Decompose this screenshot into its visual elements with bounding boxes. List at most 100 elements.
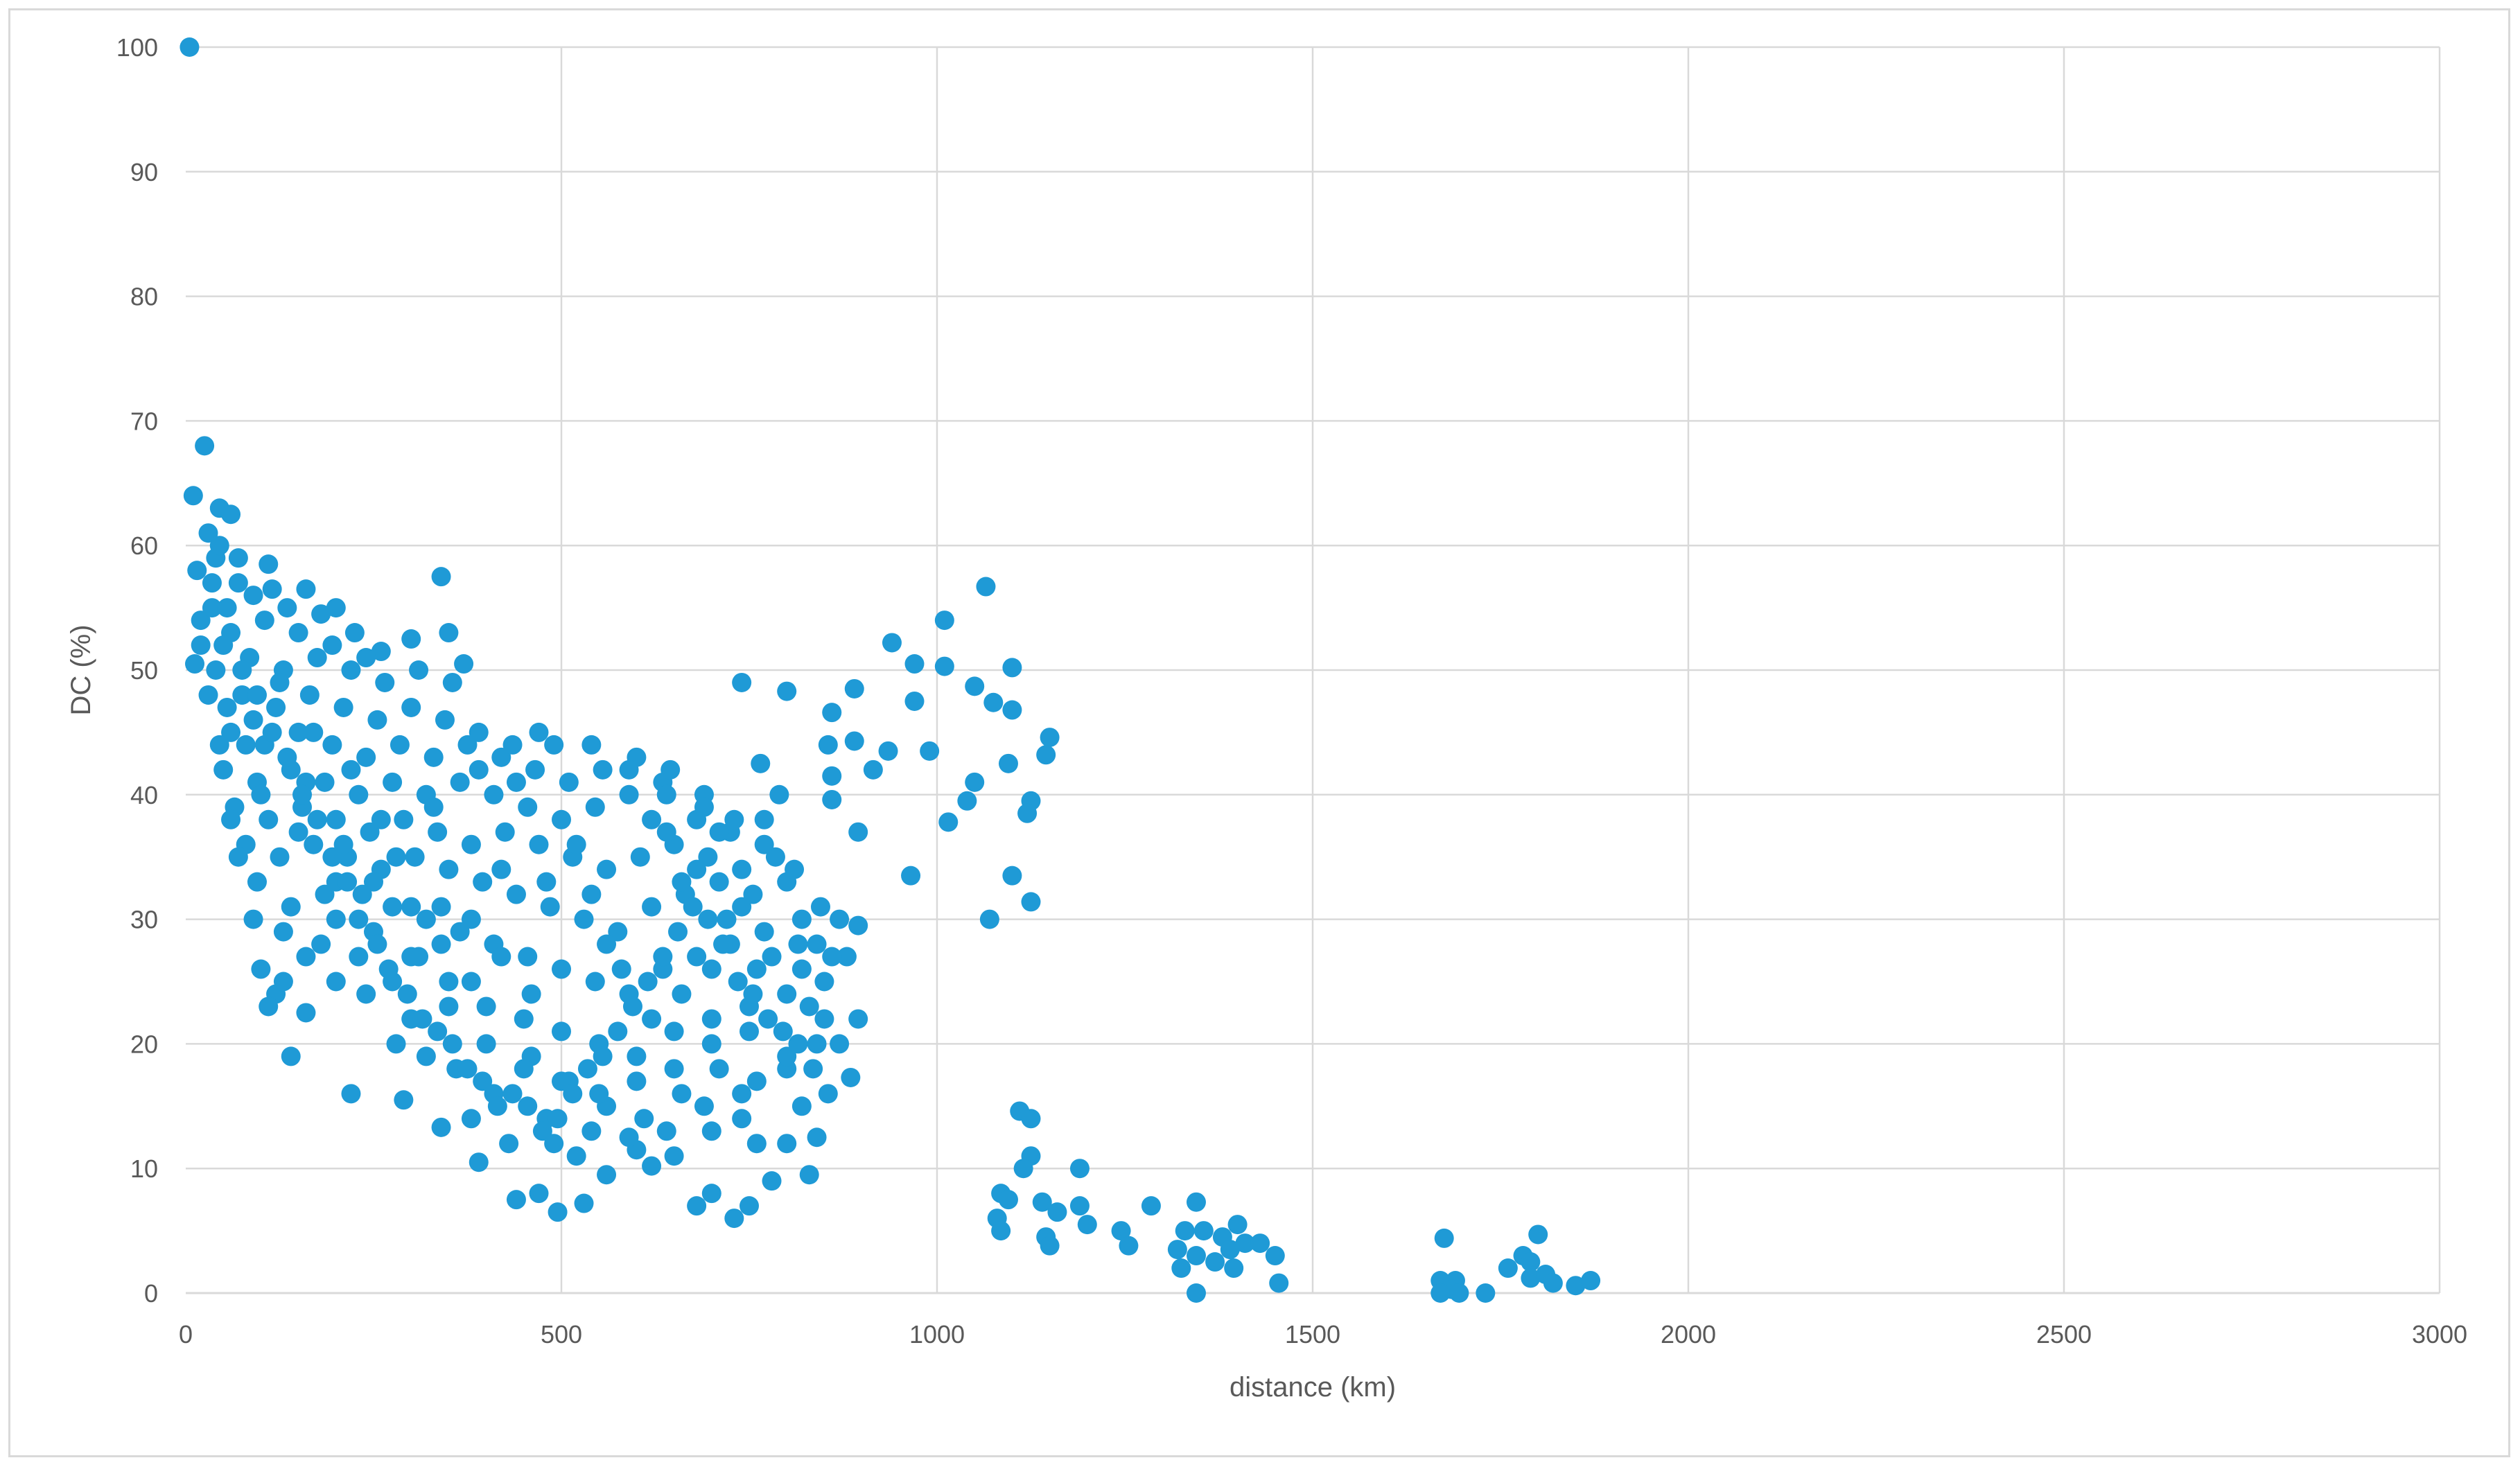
data-point bbox=[563, 1084, 583, 1104]
data-point bbox=[259, 809, 279, 829]
data-point bbox=[1032, 1192, 1052, 1212]
data-point bbox=[785, 859, 805, 879]
data-point bbox=[619, 784, 639, 805]
data-point bbox=[1581, 1271, 1601, 1291]
data-point bbox=[356, 984, 376, 1004]
data-point bbox=[642, 1156, 662, 1176]
data-point bbox=[608, 1021, 628, 1042]
data-point bbox=[901, 866, 921, 886]
tick-labels: 0 500 1000 1500 2000 2500 3000 0 10 20 30 40 50 60 70 8… bbox=[116, 33, 2467, 1349]
data-point bbox=[254, 610, 274, 631]
data-point bbox=[638, 972, 658, 992]
data-point bbox=[439, 859, 459, 879]
data-point bbox=[416, 1046, 436, 1066]
data-point bbox=[326, 809, 346, 829]
data-point bbox=[581, 884, 602, 904]
data-point bbox=[333, 697, 353, 717]
data-point bbox=[247, 685, 267, 705]
data-point bbox=[552, 959, 571, 979]
data-point bbox=[202, 598, 222, 618]
data-point bbox=[1434, 1228, 1454, 1248]
data-point bbox=[259, 996, 279, 1017]
data-point bbox=[709, 1059, 729, 1079]
data-point bbox=[976, 577, 996, 597]
data-point bbox=[277, 598, 297, 618]
data-point bbox=[198, 523, 218, 543]
data-point bbox=[904, 654, 925, 674]
data-point bbox=[920, 741, 940, 761]
data-point bbox=[668, 922, 688, 942]
data-point bbox=[979, 909, 999, 929]
data-point bbox=[333, 834, 353, 854]
data-point bbox=[1521, 1252, 1541, 1272]
data-point bbox=[423, 797, 444, 817]
data-point bbox=[428, 822, 448, 842]
data-point bbox=[642, 1009, 662, 1029]
data-point bbox=[506, 1190, 526, 1210]
data-point bbox=[799, 996, 819, 1017]
data-point bbox=[743, 984, 763, 1004]
data-point bbox=[532, 1121, 552, 1141]
data-point bbox=[762, 1171, 782, 1191]
data-point bbox=[326, 909, 346, 929]
data-point bbox=[307, 809, 327, 829]
data-point bbox=[998, 753, 1018, 773]
data-point bbox=[1111, 1221, 1131, 1241]
data-point bbox=[349, 909, 369, 929]
data-point bbox=[844, 731, 864, 751]
data-point bbox=[1224, 1258, 1244, 1279]
y-tick-label: 30 bbox=[130, 906, 158, 934]
data-point bbox=[228, 548, 248, 568]
data-point bbox=[518, 947, 538, 967]
data-point bbox=[687, 1196, 707, 1216]
data-point bbox=[529, 834, 549, 854]
data-point bbox=[777, 984, 797, 1004]
data-point bbox=[672, 1084, 692, 1104]
data-point bbox=[270, 847, 290, 867]
data-point bbox=[457, 1059, 478, 1079]
data-point bbox=[431, 897, 451, 917]
data-point bbox=[934, 656, 954, 676]
data-point bbox=[791, 959, 812, 979]
y-tick-label: 40 bbox=[130, 781, 158, 809]
data-point bbox=[991, 1221, 1011, 1241]
data-point bbox=[593, 759, 613, 780]
data-point bbox=[1171, 1258, 1191, 1279]
data-point bbox=[788, 1034, 808, 1054]
data-point bbox=[536, 872, 557, 892]
data-point bbox=[597, 1165, 617, 1185]
data-point bbox=[206, 660, 226, 680]
data-point bbox=[484, 784, 504, 805]
data-point bbox=[1269, 1273, 1289, 1293]
data-point bbox=[807, 934, 827, 954]
data-point bbox=[627, 1071, 647, 1091]
data-point bbox=[687, 947, 707, 967]
data-point bbox=[491, 947, 511, 967]
data-point bbox=[259, 554, 279, 574]
data-point bbox=[701, 959, 721, 979]
data-point bbox=[209, 735, 229, 755]
data-point bbox=[487, 1096, 507, 1116]
data-point bbox=[292, 784, 313, 805]
data-point bbox=[548, 1202, 568, 1222]
data-point bbox=[822, 947, 842, 967]
data-point bbox=[315, 772, 335, 792]
data-point bbox=[754, 922, 774, 942]
x-tick-label: 0 bbox=[179, 1320, 193, 1349]
data-point bbox=[1002, 658, 1022, 678]
data-point bbox=[383, 772, 403, 792]
data-point bbox=[732, 672, 752, 692]
data-point bbox=[299, 685, 320, 705]
data-point bbox=[352, 884, 372, 904]
data-point bbox=[998, 1190, 1018, 1210]
data-point bbox=[213, 635, 234, 656]
data-point bbox=[304, 834, 324, 854]
data-point bbox=[435, 710, 455, 730]
data-point bbox=[431, 934, 451, 954]
data-point bbox=[322, 847, 342, 867]
data-point bbox=[270, 672, 290, 692]
data-point bbox=[585, 797, 605, 817]
data-point bbox=[634, 1109, 654, 1129]
data-point bbox=[709, 872, 729, 892]
data-point bbox=[799, 1165, 819, 1185]
